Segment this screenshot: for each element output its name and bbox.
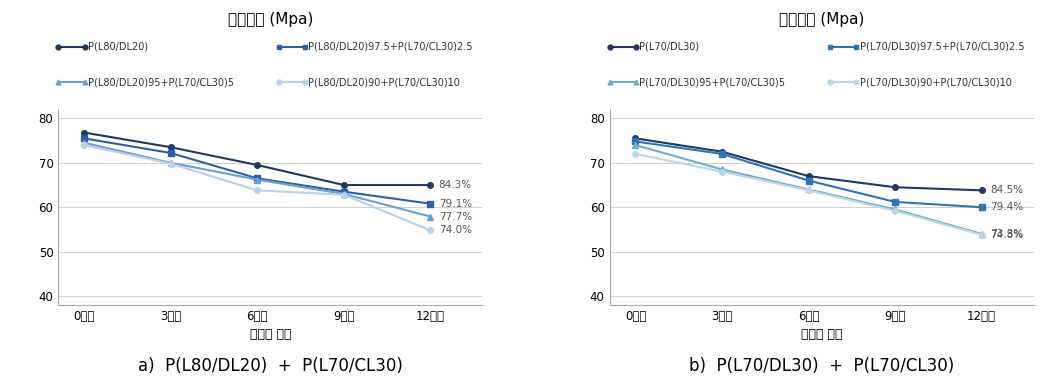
Text: 73.3%: 73.3% [990,229,1023,239]
P(L70/DL30)97.5+P(L70/CL30)2.5 [716,152,728,156]
P(L70/DL30)95+P(L70/CL30)5 [716,167,728,172]
P(L70/DL30) [888,185,901,190]
P(L70/DL30)90+P(L70/CL30)10 [802,188,815,193]
Text: P(L80/DL20)90+P(L70/CL30)10: P(L80/DL20)90+P(L70/CL30)10 [308,77,460,87]
P(L80/DL20)97.5+P(L70/CL30)2.5 [164,151,177,155]
Line: P(L70/DL30): P(L70/DL30) [633,136,985,193]
P(L70/DL30)97.5+P(L70/CL30)2.5 [975,205,988,210]
Text: 74.8%: 74.8% [990,230,1023,240]
P(L70/DL30) [629,136,641,141]
P(L70/DL30)95+P(L70/CL30)5 [888,207,901,212]
Line: P(L70/DL30)90+P(L70/CL30)10: P(L70/DL30)90+P(L70/CL30)10 [633,151,985,238]
Line: P(L70/DL30)97.5+P(L70/CL30)2.5: P(L70/DL30)97.5+P(L70/CL30)2.5 [633,139,985,210]
Text: a)  P(L80/DL20)  +  P(L70/CL30): a) P(L80/DL20) + P(L70/CL30) [138,357,403,375]
Text: P(L70/DL30): P(L70/DL30) [639,42,700,52]
P(L80/DL20)97.5+P(L70/CL30)2.5 [424,201,437,206]
P(L70/DL30)95+P(L70/CL30)5 [975,231,988,236]
Text: 굽힘강도 (Mpa): 굽힘강도 (Mpa) [228,12,313,27]
P(L80/DL20)97.5+P(L70/CL30)2.5 [251,176,264,181]
Line: P(L80/DL20)90+P(L70/CL30)10: P(L80/DL20)90+P(L70/CL30)10 [82,142,434,233]
P(L70/DL30)90+P(L70/CL30)10 [888,208,901,213]
P(L80/DL20)95+P(L70/CL30)5 [251,178,264,182]
Text: b)  P(L70/DL30)  +  P(L70/CL30): b) P(L70/DL30) + P(L70/CL30) [689,357,954,375]
P(L80/DL20)95+P(L70/CL30)5 [424,214,437,219]
Text: P(L70/DL30)97.5+P(L70/CL30)2.5: P(L70/DL30)97.5+P(L70/CL30)2.5 [860,42,1024,52]
P(L70/DL30) [716,149,728,154]
P(L80/DL20)95+P(L70/CL30)5 [164,160,177,165]
P(L80/DL20) [164,145,177,150]
Text: P(L80/DL20)97.5+P(L70/CL30)2.5: P(L80/DL20)97.5+P(L70/CL30)2.5 [308,42,473,52]
P(L70/DL30)90+P(L70/CL30)10 [975,232,988,237]
Text: 79.4%: 79.4% [990,202,1023,212]
P(L80/DL20)90+P(L70/CL30)10 [424,228,437,233]
Text: P(L70/DL30)95+P(L70/CL30)5: P(L70/DL30)95+P(L70/CL30)5 [639,77,785,87]
Text: 79.1%: 79.1% [439,199,472,209]
P(L80/DL20)90+P(L70/CL30)10 [337,192,350,197]
P(L80/DL20)95+P(L70/CL30)5 [337,192,350,196]
P(L80/DL20) [337,183,350,187]
P(L80/DL20)95+P(L70/CL30)5 [77,140,90,145]
P(L80/DL20)90+P(L70/CL30)10 [77,143,90,147]
Text: 84.5%: 84.5% [990,185,1023,196]
Text: P(L80/DL20): P(L80/DL20) [88,42,148,52]
P(L80/DL20) [424,183,437,187]
Text: 77.7%: 77.7% [439,212,472,222]
X-axis label: 생분해 기간: 생분해 기간 [800,328,843,341]
P(L80/DL20)97.5+P(L70/CL30)2.5 [337,189,350,194]
Text: 84.3%: 84.3% [439,180,472,190]
Line: P(L80/DL20)95+P(L70/CL30)5: P(L80/DL20)95+P(L70/CL30)5 [82,140,434,219]
Text: P(L70/DL30)90+P(L70/CL30)10: P(L70/DL30)90+P(L70/CL30)10 [860,77,1011,87]
P(L80/DL20) [251,163,264,167]
P(L70/DL30) [802,174,815,178]
Text: 굽힘강도 (Mpa): 굽힘강도 (Mpa) [779,12,864,27]
P(L70/DL30)97.5+P(L70/CL30)2.5 [629,139,641,144]
Line: P(L70/DL30)95+P(L70/CL30)5: P(L70/DL30)95+P(L70/CL30)5 [633,142,985,237]
X-axis label: 생분해 기간: 생분해 기간 [249,328,292,341]
P(L70/DL30)95+P(L70/CL30)5 [629,143,641,147]
Text: P(L80/DL20)95+P(L70/CL30)5: P(L80/DL20)95+P(L70/CL30)5 [88,77,234,87]
P(L70/DL30) [975,188,988,193]
Line: P(L80/DL20): P(L80/DL20) [82,130,434,188]
P(L80/DL20) [77,130,90,135]
P(L70/DL30)97.5+P(L70/CL30)2.5 [888,199,901,204]
P(L70/DL30)97.5+P(L70/CL30)2.5 [802,178,815,183]
P(L80/DL20)97.5+P(L70/CL30)2.5 [77,136,90,141]
Text: 74.0%: 74.0% [439,225,472,235]
P(L70/DL30)95+P(L70/CL30)5 [802,187,815,192]
P(L70/DL30)90+P(L70/CL30)10 [716,169,728,174]
P(L80/DL20)90+P(L70/CL30)10 [164,161,177,166]
Line: P(L80/DL20)97.5+P(L70/CL30)2.5: P(L80/DL20)97.5+P(L70/CL30)2.5 [82,136,434,206]
P(L70/DL30)90+P(L70/CL30)10 [629,152,641,156]
P(L80/DL20)90+P(L70/CL30)10 [251,188,264,193]
